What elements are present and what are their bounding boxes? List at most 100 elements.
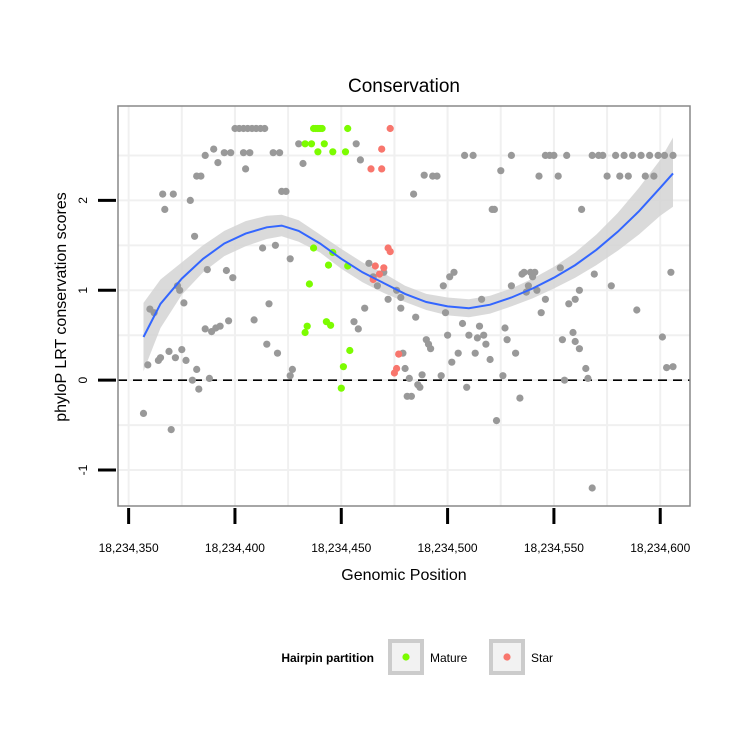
- point-other: [214, 159, 222, 167]
- point-mature: [346, 346, 354, 355]
- point-other: [229, 274, 237, 282]
- point-mature: [314, 148, 322, 156]
- point-other: [139, 409, 148, 417]
- point-other: [497, 167, 505, 175]
- x-tick-label: 18,234,400: [205, 541, 265, 555]
- point-other: [444, 331, 452, 339]
- point-mature: [305, 280, 313, 288]
- point-other: [503, 336, 511, 344]
- point-mature: [341, 148, 350, 156]
- point-other: [473, 334, 481, 342]
- point-other: [624, 172, 632, 180]
- point-other: [401, 364, 409, 373]
- legend-item-star: Star: [489, 639, 553, 675]
- point-other: [533, 286, 541, 294]
- point-other: [239, 149, 248, 157]
- point-other: [195, 385, 203, 393]
- legend-symbol-mature: [402, 653, 410, 661]
- legend-title: Hairpin partition: [281, 651, 374, 665]
- point-other: [410, 190, 418, 198]
- point-other: [475, 322, 484, 330]
- point-other: [352, 140, 360, 148]
- point-other: [176, 286, 184, 294]
- point-other: [501, 324, 509, 332]
- point-other: [560, 376, 569, 384]
- y-tick-label: 2: [76, 197, 90, 204]
- points-layer: [139, 124, 677, 492]
- point-other: [458, 319, 467, 328]
- legend-item-mature: Mature: [388, 639, 468, 675]
- point-other: [441, 309, 450, 317]
- point-other: [590, 270, 598, 278]
- point-other: [663, 364, 671, 372]
- point-mature: [301, 140, 309, 148]
- point-other: [575, 286, 584, 294]
- point-other: [225, 317, 233, 325]
- point-other: [288, 365, 296, 373]
- point-mature: [339, 363, 347, 371]
- point-other: [482, 340, 490, 348]
- point-mature: [324, 261, 333, 269]
- point-other: [405, 374, 413, 382]
- point-other: [144, 361, 152, 369]
- point-other: [178, 346, 186, 354]
- point-mature: [327, 321, 335, 329]
- point-other: [669, 363, 677, 371]
- point-mature: [320, 140, 328, 148]
- point-mature: [318, 124, 326, 133]
- point-other: [201, 151, 209, 159]
- point-other: [563, 151, 571, 159]
- plot-panel: [117, 105, 691, 507]
- point-star: [367, 165, 375, 173]
- point-other: [507, 282, 515, 290]
- point-other: [180, 299, 188, 307]
- point-other: [250, 316, 258, 324]
- point-other: [271, 241, 279, 249]
- point-other: [161, 205, 169, 213]
- point-other: [660, 151, 669, 159]
- point-other: [182, 356, 190, 364]
- point-other: [412, 313, 420, 321]
- point-other: [480, 331, 488, 339]
- point-other: [465, 331, 473, 339]
- point-other: [620, 151, 628, 159]
- point-other: [205, 374, 213, 382]
- point-star: [380, 264, 388, 272]
- x-tick-label: 18,234,500: [418, 541, 478, 555]
- point-other: [535, 172, 543, 180]
- point-other: [646, 151, 654, 159]
- point-other: [446, 273, 454, 281]
- point-other: [616, 172, 624, 180]
- point-other: [259, 244, 267, 252]
- point-other: [669, 151, 677, 159]
- point-other: [373, 282, 381, 290]
- point-other: [556, 264, 564, 272]
- y-tick-label: 1: [76, 287, 90, 294]
- point-other: [384, 295, 392, 303]
- legend-symbol-star: [503, 653, 511, 661]
- point-other: [554, 172, 562, 180]
- point-other: [511, 349, 520, 357]
- point-other: [471, 349, 479, 357]
- point-other: [193, 365, 201, 373]
- point-other: [569, 328, 577, 337]
- point-other: [156, 354, 165, 362]
- x-tick-label: 18,234,550: [524, 541, 584, 555]
- y-axis: -1 0 1 2: [76, 197, 116, 475]
- point-other: [439, 282, 447, 290]
- point-other: [171, 354, 179, 362]
- point-other: [261, 124, 269, 133]
- point-other: [222, 266, 230, 275]
- point-other: [220, 149, 228, 157]
- point-star: [386, 248, 394, 256]
- point-mature: [337, 384, 345, 392]
- point-other: [210, 145, 218, 153]
- point-other: [633, 306, 641, 314]
- point-other: [361, 304, 369, 312]
- smooth-line-layer: [142, 172, 674, 338]
- point-mature: [344, 124, 352, 133]
- point-other: [397, 304, 405, 312]
- plot-border: [117, 105, 691, 507]
- point-other: [197, 172, 205, 180]
